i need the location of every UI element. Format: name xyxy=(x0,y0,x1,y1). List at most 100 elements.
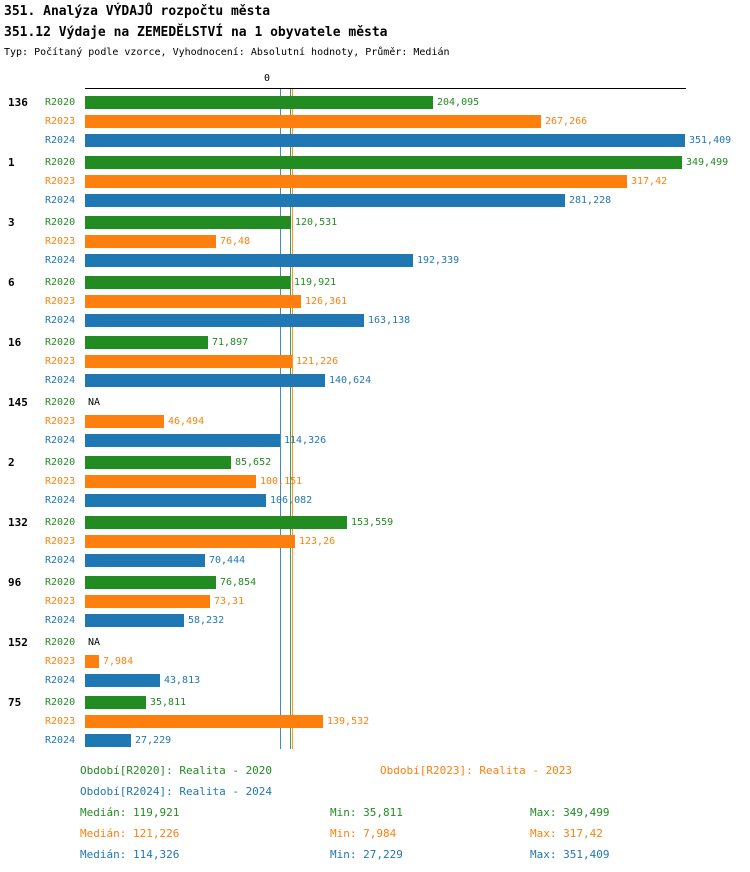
value-label: 76,48 xyxy=(220,236,251,247)
legend: Období[R2020]: Realita - 2020 Období[R20… xyxy=(0,764,750,864)
period-label: R2020 xyxy=(45,397,76,408)
bar-row: R2023 123,26 xyxy=(0,532,750,551)
legend-r2020: Období[R2020]: Realita - 2020 xyxy=(80,764,273,777)
period-label: R2024 xyxy=(45,735,76,746)
bar-r2023 xyxy=(85,175,627,188)
bar-row: 3 R2020 120,531 xyxy=(0,213,750,232)
value-label: 163,138 xyxy=(368,315,411,326)
period-label: R2023 xyxy=(45,476,76,487)
plot-area: 0 136 R2020 204,095 R2023 267,266 R2024 351,40… xyxy=(0,73,750,754)
bar-r2020 xyxy=(85,336,208,349)
median-line-r2023 xyxy=(292,89,293,749)
period-label: R2024 xyxy=(45,615,76,626)
value-label: 139,532 xyxy=(327,716,370,727)
bar-r2024 xyxy=(85,734,131,747)
bar-row: 75 R2020 35,811 xyxy=(0,693,750,712)
period-label: R2023 xyxy=(45,116,76,127)
chart-meta: Typ: Počítaný podle vzorce, Vyhodnocení:… xyxy=(4,47,450,58)
row-id-label: 3 xyxy=(8,216,15,229)
chart-subtitle: 351.12 Výdaje na ZEMEDĚLSTVÍ na 1 obyvat… xyxy=(4,25,388,40)
period-label: R2020 xyxy=(45,697,76,708)
bar-r2024 xyxy=(85,674,160,687)
stats-max-r2020: Max: 349,499 xyxy=(530,806,610,819)
period-label: R2023 xyxy=(45,536,76,547)
stats-max-r2024: Max: 351,409 xyxy=(530,848,610,861)
bar-r2023 xyxy=(85,655,99,668)
value-label: 317,42 xyxy=(631,176,668,187)
stats-median-r2020: Medián: 119,921 xyxy=(80,806,180,819)
value-label: 267,266 xyxy=(545,116,588,127)
bar-row: R2024 192,339 xyxy=(0,251,750,270)
bar-group-145: 145 R2020 NA R2023 46,494 R2024 114,326 xyxy=(0,393,750,450)
bar-row: 16 R2020 71,897 xyxy=(0,333,750,352)
row-id-label: 152 xyxy=(8,636,28,649)
bar-r2023 xyxy=(85,415,164,428)
bar-row: R2023 46,494 xyxy=(0,412,750,431)
row-id-label: 136 xyxy=(8,96,28,109)
period-label: R2024 xyxy=(45,675,76,686)
period-label: R2023 xyxy=(45,356,76,367)
value-label: 76,854 xyxy=(220,577,257,588)
period-label: R2020 xyxy=(45,637,76,648)
bar-r2023 xyxy=(85,535,295,548)
period-label: R2024 xyxy=(45,435,76,446)
bar-row: 96 R2020 76,854 xyxy=(0,573,750,592)
value-label: 204,095 xyxy=(437,97,480,108)
value-label: 7,984 xyxy=(103,656,134,667)
value-label: 192,339 xyxy=(417,255,460,266)
value-label: 100,151 xyxy=(260,476,303,487)
period-label: R2023 xyxy=(45,296,76,307)
x-axis-line xyxy=(85,88,686,89)
period-label: R2020 xyxy=(45,337,76,348)
bar-row: 136 R2020 204,095 xyxy=(0,93,750,112)
value-label: 349,499 xyxy=(686,157,729,168)
bar-r2024 xyxy=(85,494,266,507)
stats-max-r2023: Max: 317,42 xyxy=(530,827,603,840)
period-label: R2024 xyxy=(45,375,76,386)
stats-median-r2023: Medián: 121,226 xyxy=(80,827,180,840)
bar-row: R2023 139,532 xyxy=(0,712,750,731)
bar-r2023 xyxy=(85,235,216,248)
value-label: 351,409 xyxy=(689,135,732,146)
bar-r2020 xyxy=(85,216,291,229)
bar-row: 1 R2020 349,499 xyxy=(0,153,750,172)
value-label: 140,624 xyxy=(329,375,372,386)
bar-row: R2024 281,228 xyxy=(0,191,750,210)
bar-row: R2024 58,232 xyxy=(0,611,750,630)
period-label: R2024 xyxy=(45,195,76,206)
value-label: 281,228 xyxy=(569,195,612,206)
period-label: R2023 xyxy=(45,656,76,667)
bar-row: R2024 114,326 xyxy=(0,431,750,450)
bar-r2023 xyxy=(85,475,256,488)
bar-r2024 xyxy=(85,554,205,567)
stats-min-r2023: Min: 7,984 xyxy=(330,827,397,840)
bar-rows: 136 R2020 204,095 R2023 267,266 R2024 351,409 1… xyxy=(0,93,750,753)
bar-row: R2024 106,082 xyxy=(0,491,750,510)
stats-min-r2024: Min: 27,229 xyxy=(330,848,403,861)
bar-row: R2023 121,226 xyxy=(0,352,750,371)
row-id-label: 1 xyxy=(8,156,15,169)
period-label: R2020 xyxy=(45,517,76,528)
value-label: 58,232 xyxy=(188,615,225,626)
bar-row: 132 R2020 153,559 xyxy=(0,513,750,532)
period-label: R2020 xyxy=(45,277,76,288)
bar-row: R2023 7,984 xyxy=(0,652,750,671)
bar-group-6: 6 R2020 119,921 R2023 126,361 R2024 163,138 xyxy=(0,273,750,330)
bar-row: R2024 70,444 xyxy=(0,551,750,570)
bar-r2024 xyxy=(85,134,685,147)
bar-group-2: 2 R2020 85,652 R2023 100,151 R2024 106,082 xyxy=(0,453,750,510)
value-label: 106,082 xyxy=(270,495,313,506)
bar-row: R2023 317,42 xyxy=(0,172,750,191)
stats-min-r2020: Min: 35,811 xyxy=(330,806,403,819)
period-label: R2023 xyxy=(45,716,76,727)
bar-row: R2024 140,624 xyxy=(0,371,750,390)
period-label: R2024 xyxy=(45,315,76,326)
bar-group-96: 96 R2020 76,854 R2023 73,31 R2024 58,232 xyxy=(0,573,750,630)
bar-row: 152 R2020 NA xyxy=(0,633,750,652)
bar-row: 6 R2020 119,921 xyxy=(0,273,750,292)
bar-r2023 xyxy=(85,115,541,128)
chart-title: 351. Analýza VÝDAJŮ rozpočtu města xyxy=(4,4,271,19)
bar-row: R2023 126,361 xyxy=(0,292,750,311)
value-label: 85,652 xyxy=(235,457,272,468)
period-label: R2024 xyxy=(45,555,76,566)
